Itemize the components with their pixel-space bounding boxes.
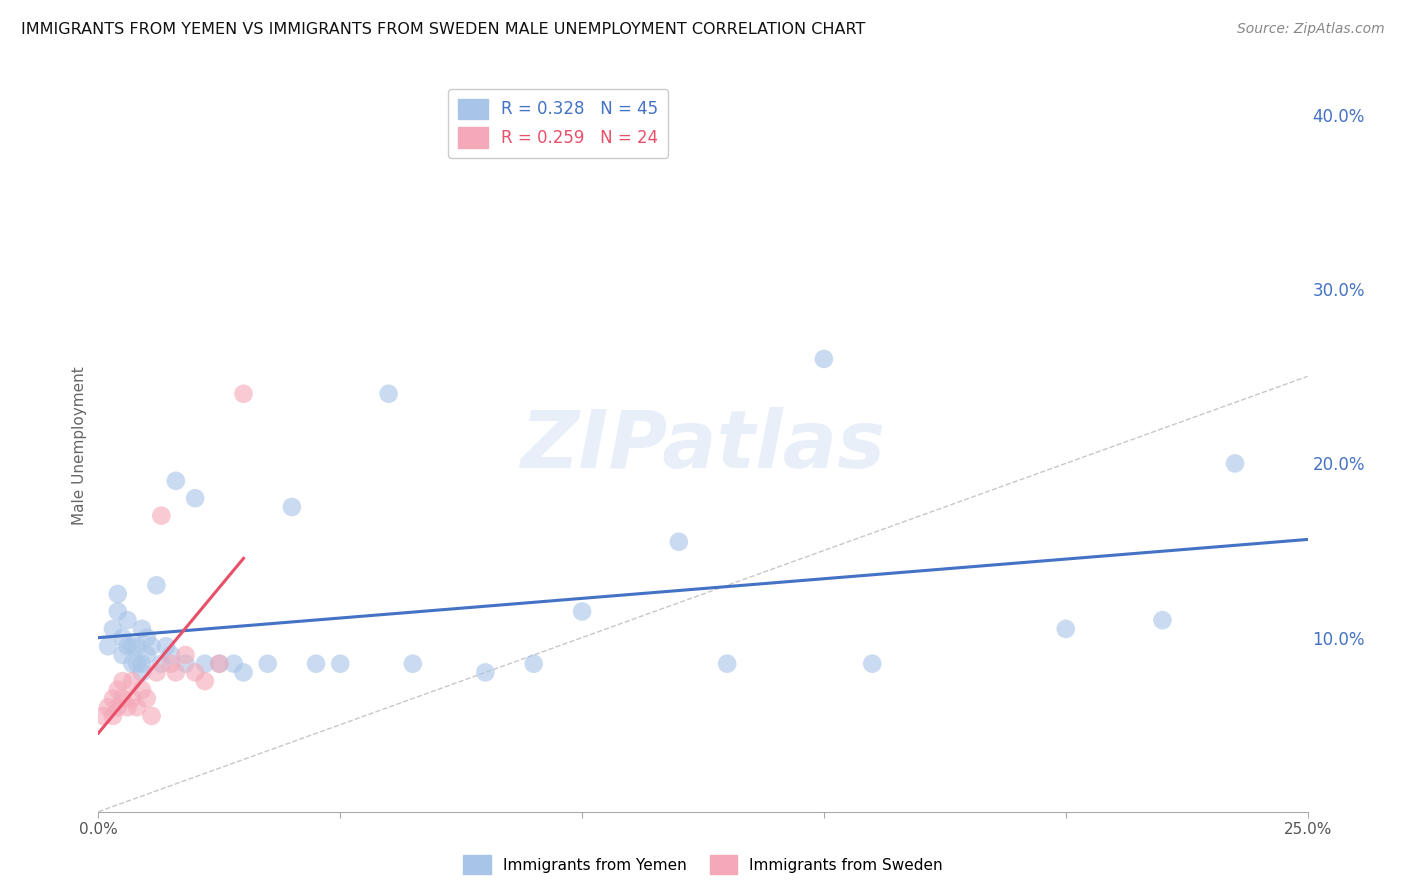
- Point: [208, 657, 231, 671]
- Point: [232, 665, 254, 680]
- Text: IMMIGRANTS FROM YEMEN VS IMMIGRANTS FROM SWEDEN MALE UNEMPLOYMENT CORRELATION CH: IMMIGRANTS FROM YEMEN VS IMMIGRANTS FROM…: [21, 22, 866, 37]
- Legend: Immigrants from Yemen, Immigrants from Sweden: Immigrants from Yemen, Immigrants from S…: [457, 849, 949, 880]
- Point: [127, 700, 149, 714]
- Point: [111, 631, 134, 645]
- Point: [97, 640, 120, 654]
- Point: [305, 657, 328, 671]
- Point: [150, 657, 173, 671]
- Point: [474, 665, 496, 680]
- Point: [141, 709, 163, 723]
- Point: [121, 640, 143, 654]
- Point: [174, 657, 197, 671]
- Point: [117, 640, 139, 654]
- Text: ZIPatlas: ZIPatlas: [520, 407, 886, 485]
- Point: [111, 691, 134, 706]
- Point: [184, 665, 207, 680]
- Point: [111, 674, 134, 689]
- Point: [135, 691, 157, 706]
- Point: [194, 674, 217, 689]
- Point: [256, 657, 278, 671]
- Point: [101, 622, 124, 636]
- Point: [107, 587, 129, 601]
- Point: [194, 657, 217, 671]
- Point: [97, 700, 120, 714]
- Point: [160, 648, 183, 662]
- Point: [121, 674, 143, 689]
- Point: [232, 386, 254, 401]
- Point: [101, 691, 124, 706]
- Point: [329, 657, 352, 671]
- Point: [135, 631, 157, 645]
- Point: [1223, 457, 1246, 471]
- Point: [107, 682, 129, 697]
- Point: [155, 640, 177, 654]
- Text: Source: ZipAtlas.com: Source: ZipAtlas.com: [1237, 22, 1385, 37]
- Point: [135, 648, 157, 662]
- Point: [860, 657, 883, 671]
- Point: [117, 700, 139, 714]
- Point: [160, 657, 183, 671]
- Point: [813, 351, 835, 366]
- Point: [101, 709, 124, 723]
- Point: [668, 534, 690, 549]
- Point: [1054, 622, 1077, 636]
- Point: [222, 657, 245, 671]
- Point: [91, 709, 114, 723]
- Point: [121, 657, 143, 671]
- Point: [571, 604, 593, 618]
- Point: [145, 665, 167, 680]
- Legend: R = 0.328   N = 45, R = 0.259   N = 24: R = 0.328 N = 45, R = 0.259 N = 24: [447, 88, 668, 158]
- Point: [174, 648, 197, 662]
- Point: [281, 500, 304, 514]
- Point: [150, 508, 173, 523]
- Point: [131, 622, 153, 636]
- Point: [184, 491, 207, 506]
- Point: [107, 700, 129, 714]
- Point: [131, 682, 153, 697]
- Y-axis label: Male Unemployment: Male Unemployment: [72, 367, 87, 525]
- Point: [131, 657, 153, 671]
- Point: [107, 604, 129, 618]
- Point: [165, 474, 187, 488]
- Point: [141, 640, 163, 654]
- Point: [1152, 613, 1174, 627]
- Point: [165, 665, 187, 680]
- Point: [523, 657, 546, 671]
- Point: [127, 657, 149, 671]
- Point: [145, 578, 167, 592]
- Point: [716, 657, 738, 671]
- Point: [377, 386, 399, 401]
- Point: [117, 613, 139, 627]
- Point: [127, 640, 149, 654]
- Point: [208, 657, 231, 671]
- Point: [402, 657, 425, 671]
- Point: [121, 691, 143, 706]
- Point: [131, 665, 153, 680]
- Point: [111, 648, 134, 662]
